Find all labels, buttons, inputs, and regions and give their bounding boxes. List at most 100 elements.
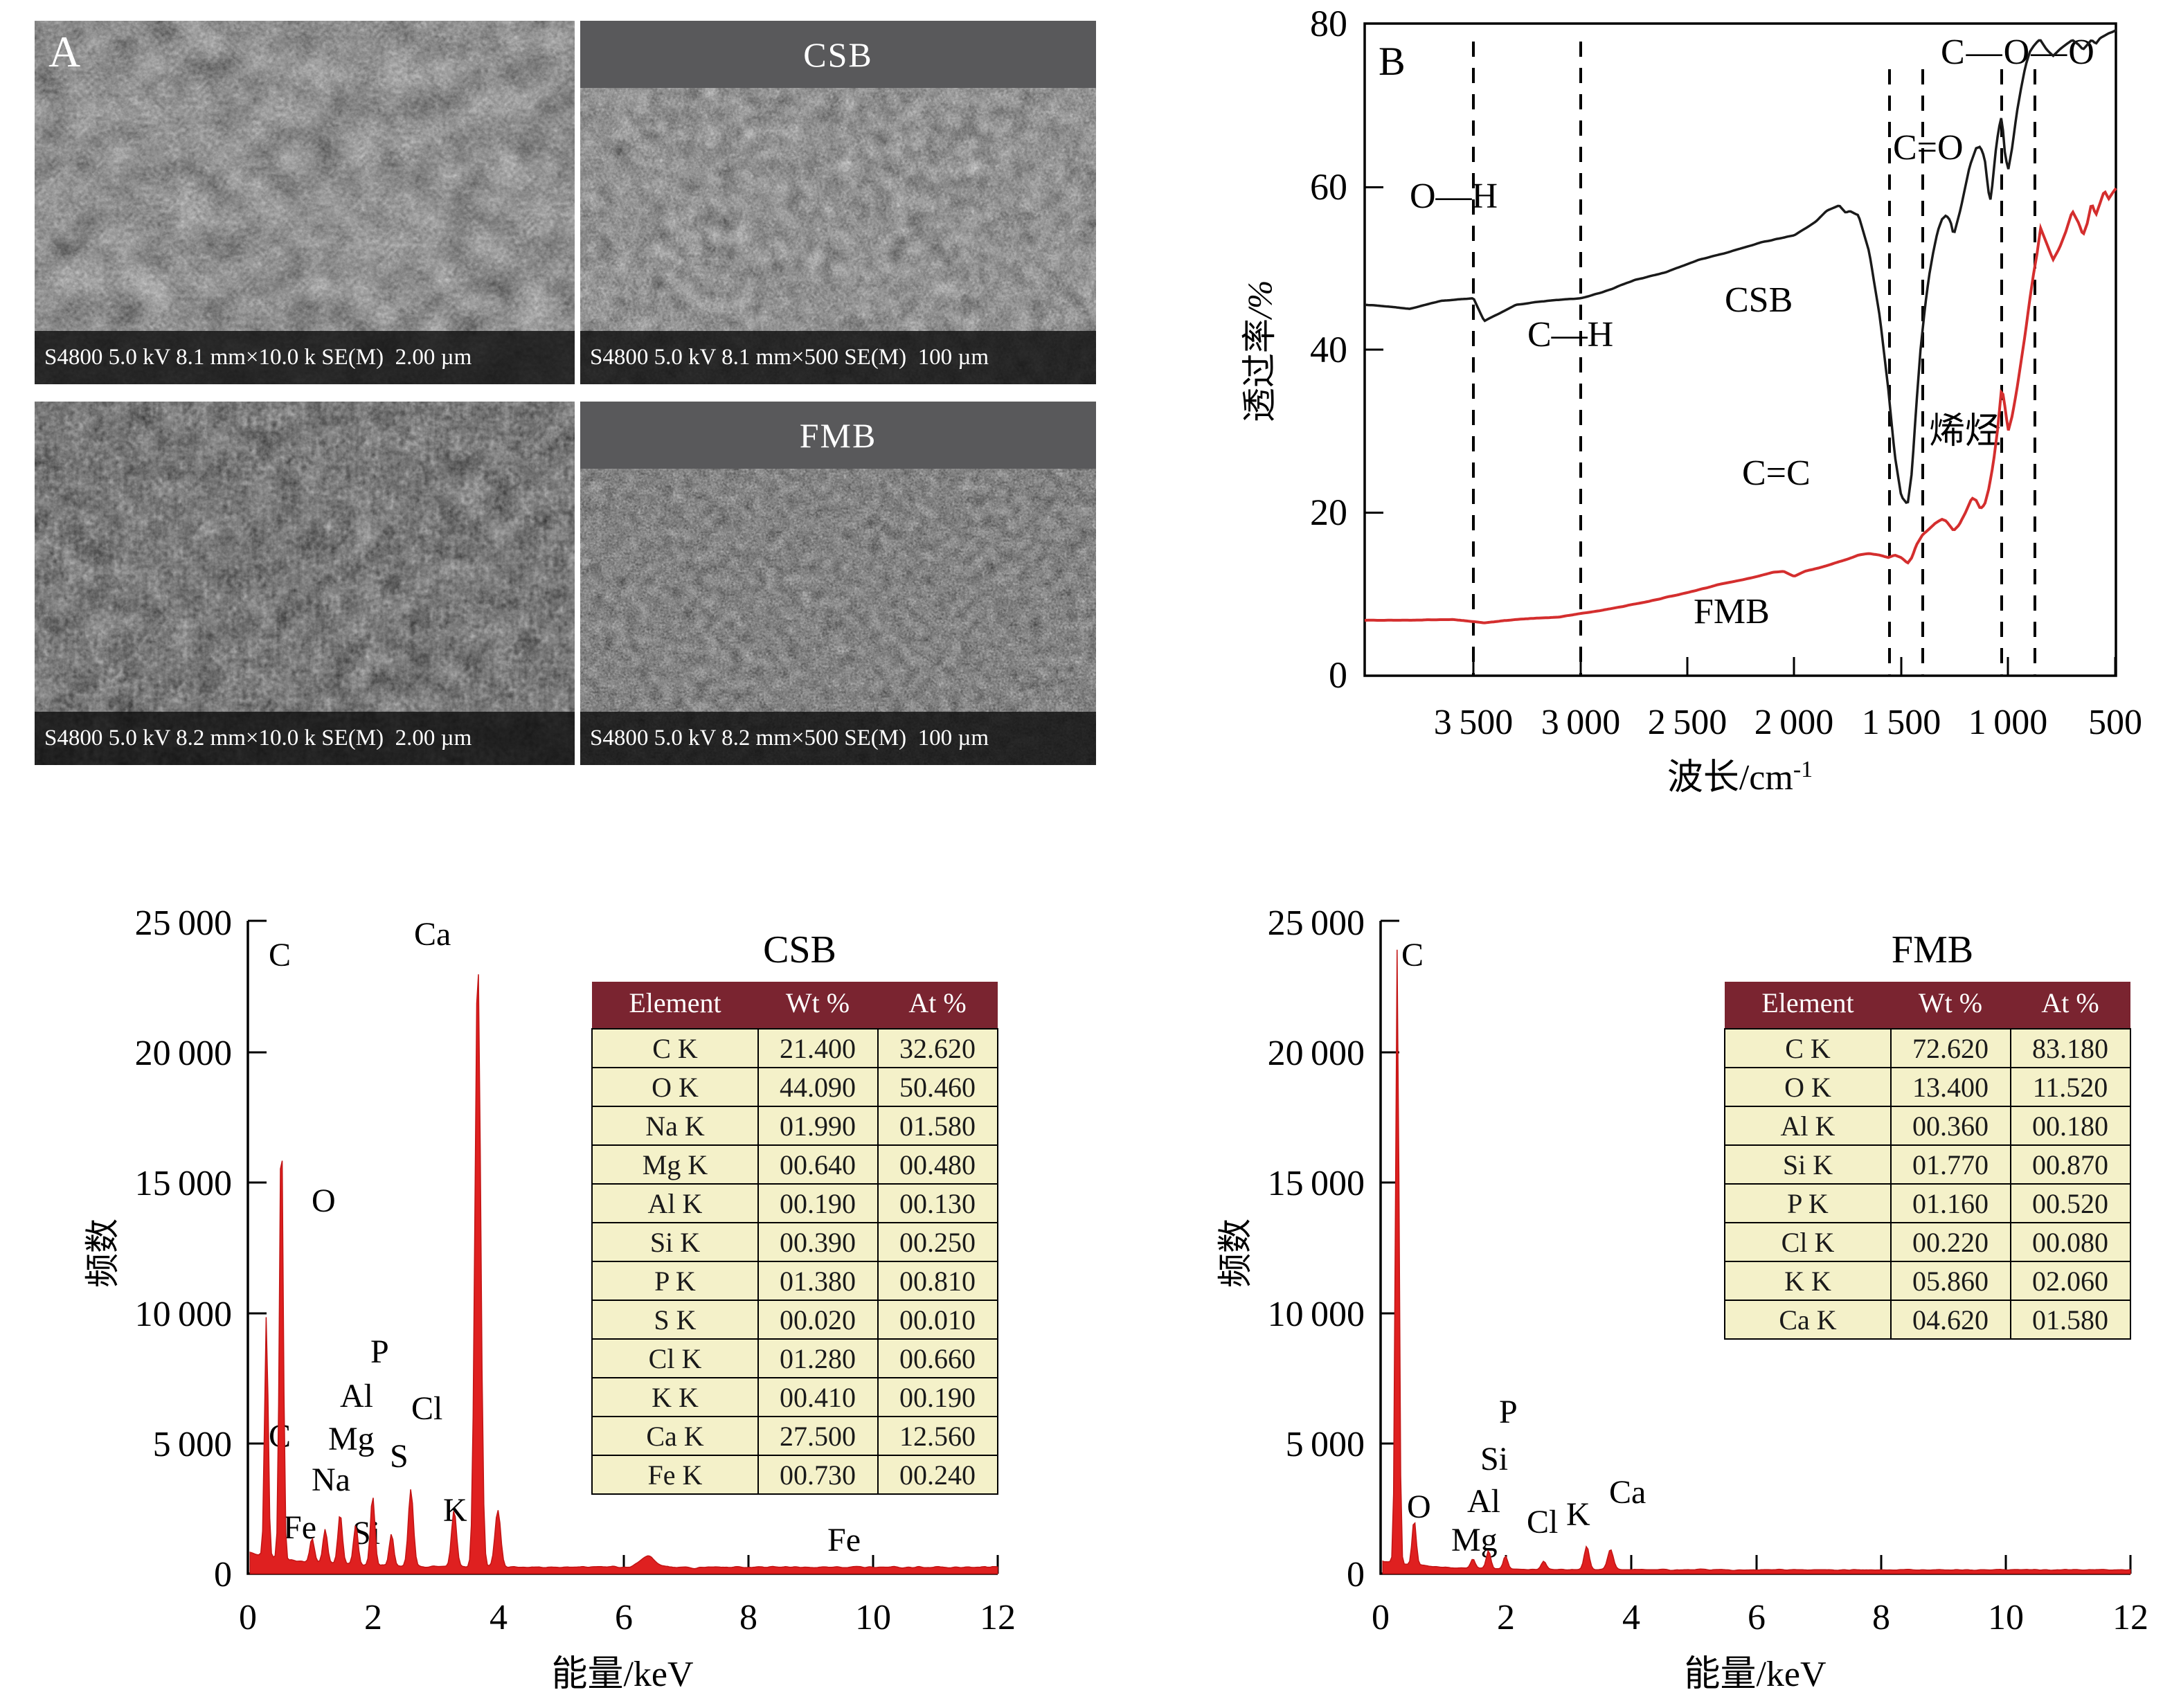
svg-text:Si: Si	[1480, 1441, 1508, 1477]
svg-text:4: 4	[490, 1598, 508, 1637]
svg-text:O: O	[1407, 1489, 1431, 1525]
svg-text:11.520: 11.520	[2033, 1072, 2108, 1103]
svg-text:波长/cm-1: 波长/cm-1	[1667, 757, 1813, 796]
svg-text:00.190: 00.190	[780, 1188, 856, 1219]
svg-text:10: 10	[1988, 1598, 2024, 1637]
svg-text:44.090: 44.090	[780, 1072, 856, 1103]
svg-text:Ca K: Ca K	[646, 1421, 703, 1452]
svg-text:能量/keV: 能量/keV	[1684, 1655, 1826, 1694]
svg-text:能量/keV: 能量/keV	[551, 1655, 693, 1694]
svg-text:12: 12	[980, 1598, 1016, 1637]
svg-text:60: 60	[1310, 166, 1347, 208]
svg-text:10: 10	[855, 1598, 891, 1637]
svg-text:O: O	[312, 1183, 336, 1219]
svg-text:P: P	[370, 1333, 389, 1370]
svg-text:3 000: 3 000	[1541, 703, 1620, 742]
svg-text:0: 0	[239, 1598, 257, 1637]
svg-text:20 000: 20 000	[135, 1034, 232, 1073]
svg-text:Mg: Mg	[1451, 1522, 1498, 1558]
svg-text:Al: Al	[1467, 1483, 1500, 1520]
svg-text:8: 8	[739, 1598, 757, 1637]
svg-text:15 000: 15 000	[1268, 1164, 1365, 1203]
svg-text:烯烃: 烯烃	[1929, 412, 2001, 451]
svg-text:2 000: 2 000	[1754, 703, 1833, 742]
svg-text:01.160: 01.160	[1912, 1188, 1989, 1219]
svg-text:C=O: C=O	[1893, 128, 1964, 168]
svg-text:Si K: Si K	[650, 1227, 700, 1258]
svg-text:FMB: FMB	[1892, 928, 1973, 971]
svg-text:B: B	[1379, 39, 1406, 84]
svg-text:C K: C K	[1785, 1033, 1831, 1064]
svg-text:40: 40	[1310, 329, 1347, 370]
svg-text:00.220: 00.220	[1912, 1227, 1989, 1258]
svg-text:21.400: 21.400	[780, 1033, 856, 1064]
svg-text:1 000: 1 000	[1968, 703, 2047, 742]
svg-text:1 500: 1 500	[1862, 703, 1941, 742]
svg-text:2: 2	[1497, 1598, 1515, 1637]
svg-text:00.870: 00.870	[2032, 1149, 2108, 1180]
svg-text:CSB: CSB	[763, 928, 836, 971]
svg-text:At %: At %	[2041, 987, 2099, 1018]
svg-text:Al K: Al K	[648, 1188, 703, 1219]
svg-text:00.250: 00.250	[899, 1227, 976, 1258]
svg-text:频数: 频数	[1216, 1219, 1255, 1288]
svg-text:00.020: 00.020	[780, 1304, 856, 1336]
svg-text:15 000: 15 000	[135, 1164, 232, 1203]
svg-text:C: C	[1401, 937, 1424, 973]
svg-text:Ca K: Ca K	[1779, 1304, 1836, 1336]
svg-text:Element: Element	[629, 987, 721, 1018]
svg-text:Mg: Mg	[328, 1421, 375, 1457]
svg-text:P K: P K	[1787, 1188, 1829, 1219]
svg-text:C—O—O: C—O—O	[1941, 33, 2096, 72]
svg-text:At %: At %	[908, 987, 966, 1018]
svg-text:00.640: 00.640	[780, 1149, 856, 1180]
svg-text:K K: K K	[1784, 1266, 1831, 1297]
svg-text:50.460: 50.460	[899, 1072, 976, 1103]
svg-text:5 000: 5 000	[1286, 1425, 1365, 1464]
svg-text:10 000: 10 000	[1268, 1295, 1365, 1334]
svg-text:Cl K: Cl K	[1781, 1227, 1835, 1258]
svg-text:S K: S K	[654, 1304, 696, 1336]
svg-text:P K: P K	[654, 1266, 696, 1297]
svg-text:Fe: Fe	[827, 1522, 861, 1558]
svg-text:O K: O K	[1784, 1072, 1831, 1103]
svg-text:00.480: 00.480	[899, 1149, 976, 1180]
svg-text:3 500: 3 500	[1434, 703, 1513, 742]
svg-text:P: P	[1499, 1394, 1518, 1430]
svg-text:25 000: 25 000	[1268, 904, 1365, 943]
svg-text:Al K: Al K	[1781, 1111, 1836, 1142]
svg-text:00.360: 00.360	[1912, 1111, 1989, 1142]
svg-text:0: 0	[1329, 654, 1347, 696]
svg-text:01.280: 01.280	[780, 1343, 856, 1374]
svg-text:6: 6	[615, 1598, 633, 1637]
svg-text:O K: O K	[652, 1072, 699, 1103]
svg-text:00.080: 00.080	[2032, 1227, 2108, 1258]
svg-text:4: 4	[1622, 1598, 1640, 1637]
svg-text:00.660: 00.660	[899, 1343, 976, 1374]
svg-text:频数: 频数	[83, 1219, 122, 1288]
svg-text:2: 2	[364, 1598, 382, 1637]
svg-text:O—H: O—H	[1410, 177, 1498, 216]
svg-text:83.180: 83.180	[2032, 1033, 2108, 1064]
svg-text:Al: Al	[340, 1378, 373, 1414]
svg-text:12: 12	[2112, 1598, 2148, 1637]
svg-text:27.500: 27.500	[780, 1421, 856, 1452]
svg-text:FMB: FMB	[1694, 592, 1770, 631]
svg-text:20: 20	[1310, 492, 1347, 533]
svg-text:01.380: 01.380	[780, 1266, 856, 1297]
svg-text:20 000: 20 000	[1268, 1034, 1365, 1073]
svg-text:Ca: Ca	[1609, 1474, 1646, 1511]
svg-text:C K: C K	[652, 1033, 698, 1064]
svg-text:0: 0	[1347, 1555, 1365, 1594]
svg-text:Element: Element	[1761, 987, 1854, 1018]
svg-text:05.860: 05.860	[1912, 1266, 1989, 1297]
svg-text:0: 0	[1372, 1598, 1390, 1637]
svg-text:0: 0	[214, 1555, 232, 1594]
svg-text:80: 80	[1310, 3, 1347, 44]
svg-text:00.730: 00.730	[780, 1459, 856, 1491]
svg-text:12.560: 12.560	[899, 1421, 976, 1452]
svg-text:02.060: 02.060	[2032, 1266, 2108, 1297]
svg-text:Na: Na	[312, 1462, 350, 1498]
svg-text:K K: K K	[652, 1382, 699, 1413]
svg-text:Fe K: Fe K	[648, 1459, 703, 1491]
